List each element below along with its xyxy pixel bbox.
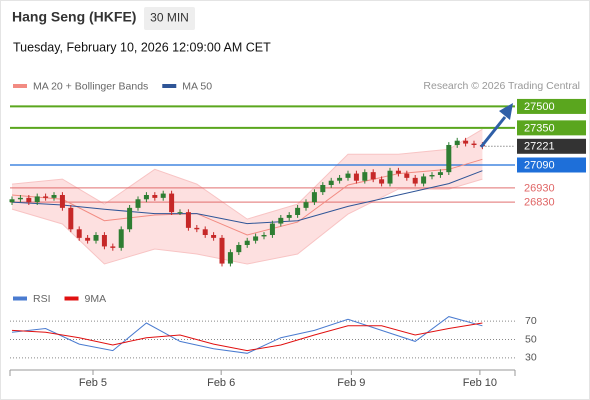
candle-body (244, 240, 250, 245)
candle-body (127, 207, 133, 230)
candle-body (26, 197, 32, 203)
legend-label: MA 50 (182, 80, 212, 92)
level-box (517, 120, 586, 136)
legend-label: MA 20 + Bollinger Bands (33, 80, 148, 92)
candle-body (463, 140, 469, 144)
legend-label: RSI (33, 293, 51, 305)
legend-swatch (13, 296, 27, 301)
level-label: 26830 (524, 197, 555, 209)
candle-body (429, 175, 435, 177)
band-edge (11, 178, 483, 265)
level-label: 27221 (524, 141, 555, 153)
x-tick-label: Feb 6 (207, 377, 235, 389)
legend-swatch (64, 296, 79, 301)
candle-body (68, 207, 74, 230)
candle-body (379, 179, 385, 184)
candle-body (143, 195, 149, 200)
candle-body (404, 173, 410, 178)
candle-body (17, 197, 23, 200)
interval-box (144, 7, 195, 30)
candle-body (85, 237, 91, 241)
candle-body (437, 172, 443, 175)
candle-body (345, 173, 351, 178)
x-tick-label: Feb 10 (463, 377, 497, 389)
candle-body (446, 145, 452, 173)
candle-body (9, 199, 15, 203)
candle-body (278, 217, 284, 224)
moving-average (11, 158, 483, 236)
candle-body (227, 252, 233, 264)
candle-body (135, 199, 141, 208)
candle-body (51, 195, 57, 198)
candle-body (387, 170, 393, 184)
title: Hang Seng (HKFE) (12, 9, 136, 25)
level-box (517, 157, 586, 173)
candle-body (337, 177, 343, 181)
candle-body (101, 235, 107, 247)
candle-body (93, 235, 99, 241)
candle-body (34, 196, 40, 203)
x-tick-label: Feb 5 (79, 377, 107, 389)
forecast-arrowhead (499, 103, 513, 120)
candle-body (286, 215, 292, 218)
candle-body (76, 229, 82, 238)
level-box (517, 98, 586, 114)
candle-body (412, 177, 418, 184)
candle-body (328, 180, 334, 185)
candle-body (110, 246, 116, 248)
y-tick-label: 50 (525, 333, 537, 345)
y-tick-label: 70 (525, 315, 537, 327)
candle-body (253, 236, 259, 241)
candle-body (353, 173, 359, 181)
candle-body (320, 185, 326, 193)
candle-body (177, 212, 183, 214)
candle-body (160, 193, 166, 198)
credit: Research © 2026 Trading Central (423, 80, 580, 92)
rsi-line (11, 316, 483, 354)
candle-body (185, 212, 191, 228)
candle-body (152, 195, 158, 198)
candle-body (421, 176, 427, 184)
candle-body (370, 172, 376, 180)
legend-label: 9MA (85, 293, 107, 305)
level-label: 27090 (524, 159, 555, 171)
datetime: Tuesday, February 10, 2026 12:09:00 AM C… (13, 40, 271, 54)
candle-body (454, 140, 460, 145)
level-box (517, 138, 586, 154)
candle-body (219, 237, 225, 264)
candle-body (303, 202, 309, 208)
candle-body (295, 207, 301, 215)
candle-body (362, 172, 368, 181)
candle-body (43, 196, 49, 198)
candle-body (202, 229, 208, 235)
y-tick-label: 30 (525, 352, 537, 364)
candle-body (395, 170, 401, 174)
x-tick-label: Feb 9 (337, 377, 365, 389)
band-edge (11, 128, 483, 220)
candle-body (118, 229, 124, 248)
candle-body (311, 192, 317, 203)
candle-body (261, 235, 267, 237)
interval: 30 MIN (150, 11, 189, 25)
legend-swatch (162, 84, 177, 88)
level-label: 27500 (524, 101, 555, 113)
forecast-arrow (479, 116, 507, 148)
candle-body (236, 245, 242, 253)
rsi-line (11, 322, 483, 352)
candle-body (169, 193, 175, 213)
candle-body (211, 235, 217, 238)
candle-body (194, 227, 200, 230)
candle-body (269, 223, 275, 235)
level-label: 27350 (524, 122, 555, 134)
legend-swatch (13, 84, 27, 88)
candle-body (59, 195, 65, 208)
level-label: 26930 (524, 182, 555, 194)
candle-body (471, 143, 477, 145)
moving-average (11, 170, 483, 225)
